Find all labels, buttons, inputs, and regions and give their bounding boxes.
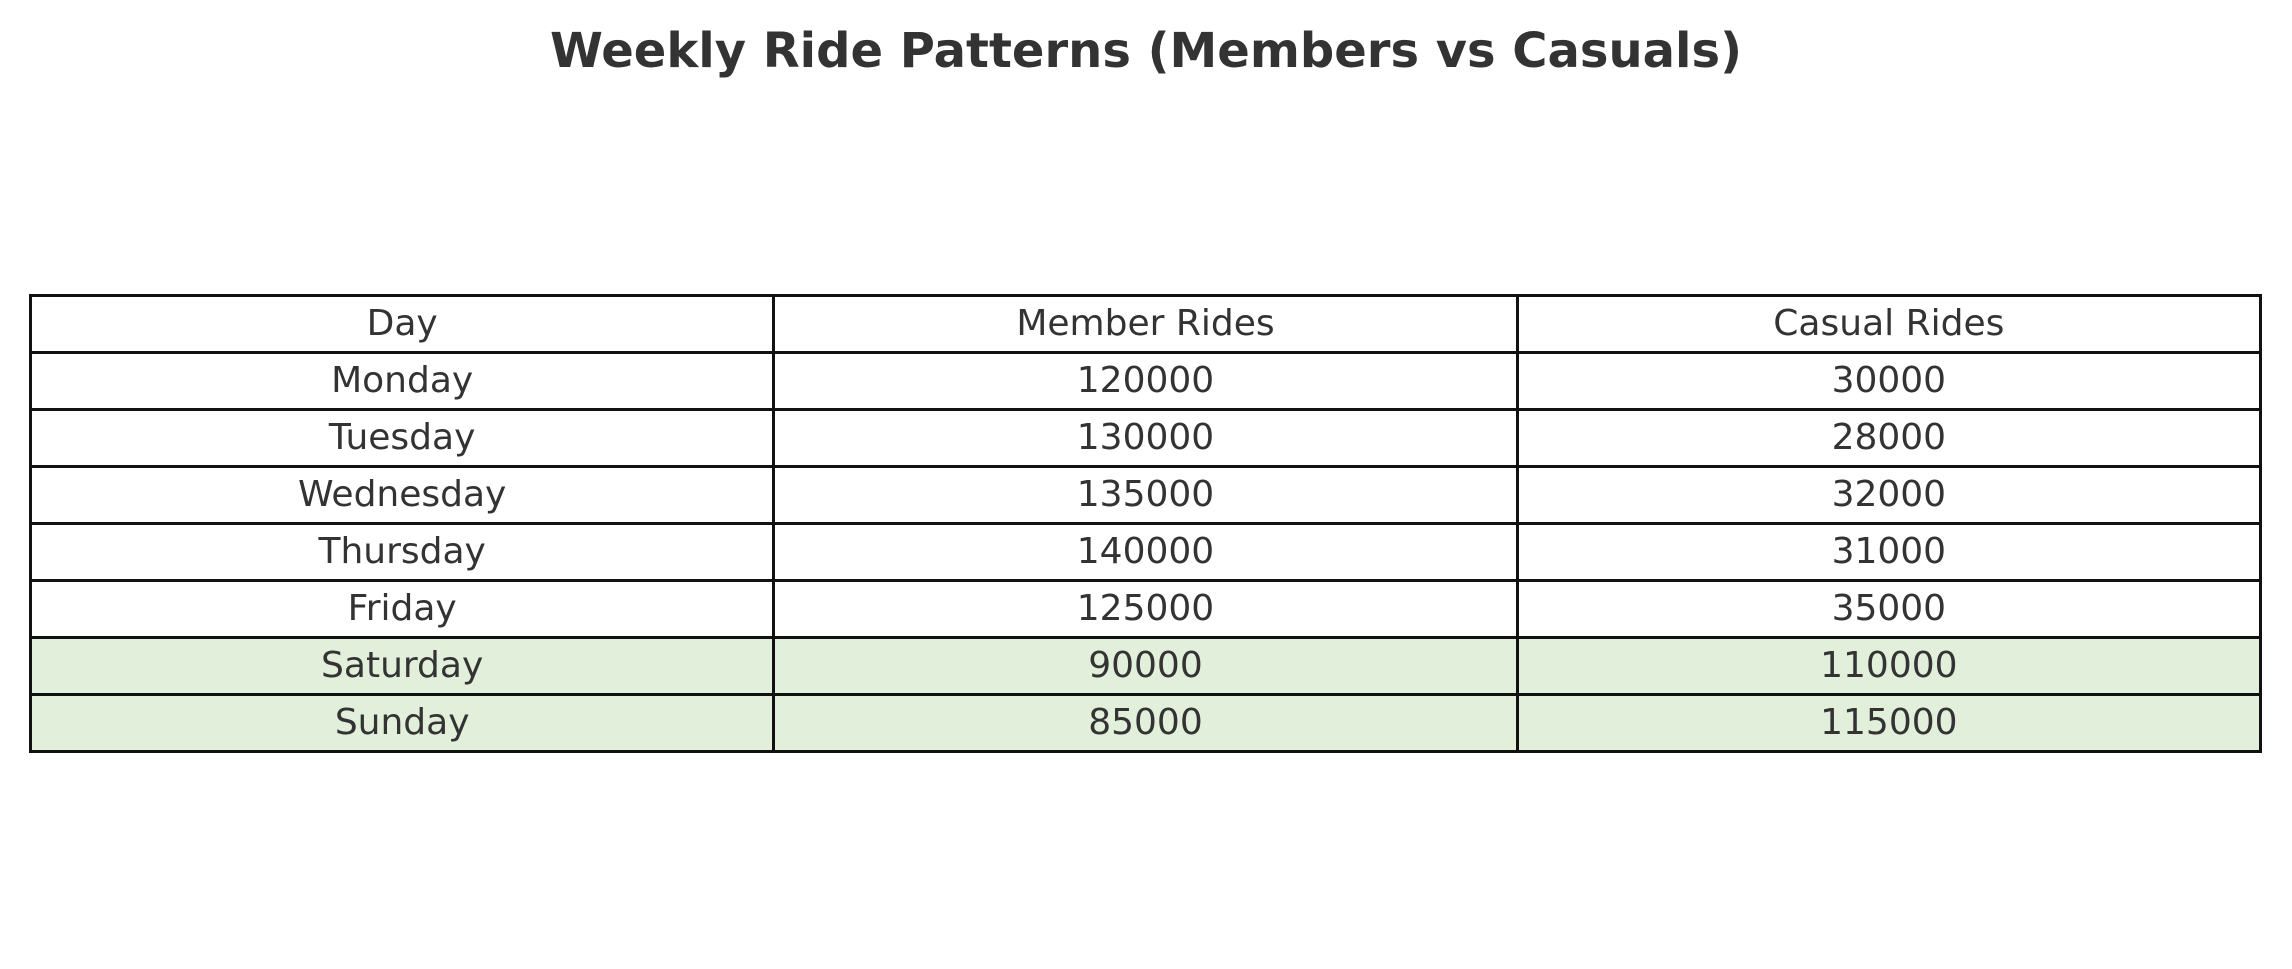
member-rides-cell: 140000 bbox=[772, 522, 1519, 582]
table-row: Tuesday 130000 28000 bbox=[28, 408, 2263, 468]
member-rides-cell: 135000 bbox=[772, 465, 1519, 525]
day-cell: Monday bbox=[28, 351, 776, 411]
day-cell: Saturday bbox=[28, 636, 776, 696]
ride-table: Day Member Rides Casual Rides Monday 1200… bbox=[28, 294, 2263, 753]
table-header-row: Day Member Rides Casual Rides bbox=[28, 294, 2263, 354]
casual-rides-cell: 32000 bbox=[1515, 465, 2263, 525]
member-rides-cell: 85000 bbox=[772, 693, 1519, 753]
table-row: Monday 120000 30000 bbox=[28, 351, 2263, 411]
casual-rides-cell: 35000 bbox=[1515, 579, 2263, 639]
column-header-day: Day bbox=[28, 294, 776, 354]
column-header-casual-rides: Casual Rides bbox=[1515, 294, 2263, 354]
casual-rides-cell: 31000 bbox=[1515, 522, 2263, 582]
member-rides-cell: 125000 bbox=[772, 579, 1519, 639]
casual-rides-cell: 30000 bbox=[1515, 351, 2263, 411]
table-row: Friday 125000 35000 bbox=[28, 579, 2263, 639]
member-rides-cell: 90000 bbox=[772, 636, 1519, 696]
day-cell: Thursday bbox=[28, 522, 776, 582]
day-cell: Wednesday bbox=[28, 465, 776, 525]
table-row: Wednesday 135000 32000 bbox=[28, 465, 2263, 525]
day-cell: Friday bbox=[28, 579, 776, 639]
casual-rides-cell: 115000 bbox=[1515, 693, 2263, 753]
table-body: Monday 120000 30000 Tuesday 130000 28000 Wedne… bbox=[28, 351, 2263, 753]
day-cell: Tuesday bbox=[28, 408, 776, 468]
table-row: Thursday 140000 31000 bbox=[28, 522, 2263, 582]
column-header-member-rides: Member Rides bbox=[772, 294, 1519, 354]
chart-title: Weekly Ride Patterns (Members vs Casuals… bbox=[549, 23, 1743, 79]
casual-rides-cell: 110000 bbox=[1515, 636, 2263, 696]
day-cell: Sunday bbox=[28, 693, 776, 753]
table-row: Sunday 85000 115000 bbox=[28, 693, 2263, 753]
member-rides-cell: 130000 bbox=[772, 408, 1519, 468]
table-row: Saturday 90000 110000 bbox=[28, 636, 2263, 696]
casual-rides-cell: 28000 bbox=[1515, 408, 2263, 468]
member-rides-cell: 120000 bbox=[772, 351, 1519, 411]
